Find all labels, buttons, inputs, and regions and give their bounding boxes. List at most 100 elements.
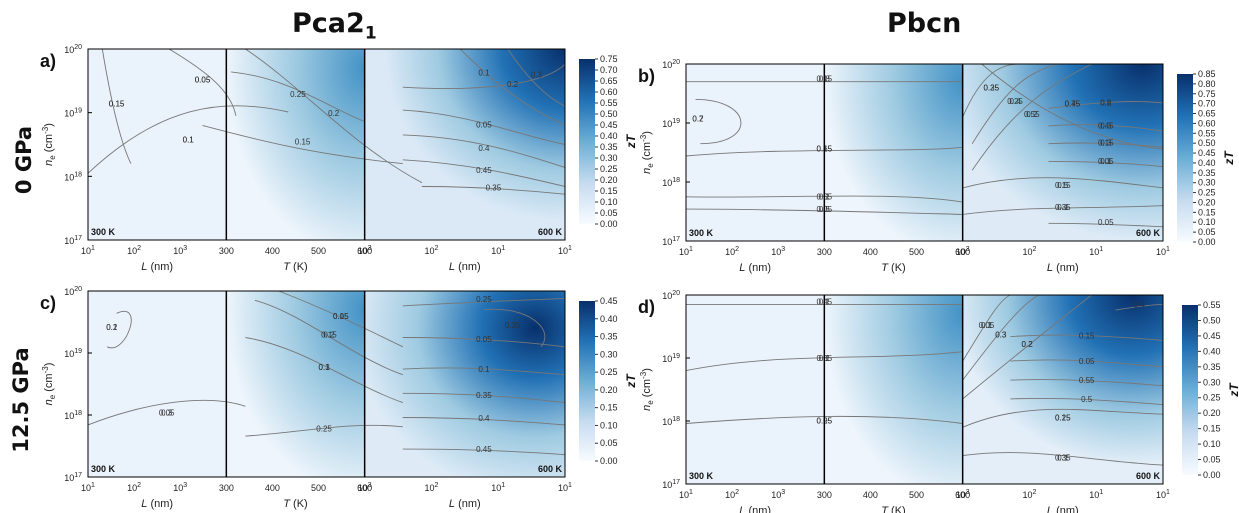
colorbar-tick-label: 0.00 bbox=[600, 219, 618, 229]
plot-frame bbox=[685, 294, 1164, 485]
contour-line bbox=[402, 159, 566, 187]
contour-label: 0.15 bbox=[1098, 138, 1114, 147]
colorbar-tick-label: 0.40 bbox=[1198, 158, 1216, 168]
contour-label: 0.25 bbox=[476, 295, 492, 304]
contour-label: 0.2 bbox=[1022, 340, 1034, 349]
contour-line bbox=[962, 205, 1164, 215]
colorbar-tick-label: 0.55 bbox=[1198, 128, 1216, 138]
contour-line bbox=[1010, 334, 1164, 341]
y-tick-label: 1020 bbox=[64, 44, 82, 55]
contour-label: 0.4 bbox=[1134, 300, 1146, 309]
colorbar-tick-label: 0.00 bbox=[1203, 470, 1221, 480]
x-tick-label: 600 bbox=[955, 247, 970, 257]
contour-label: 0.35 bbox=[486, 183, 502, 192]
panel-a: 0.150.10.050.250.150.20.10.050.40.450.35… bbox=[40, 44, 638, 273]
colorbar bbox=[1182, 305, 1198, 475]
x-tick-label: 103 bbox=[173, 245, 187, 256]
colorbar-tick-label: 0.45 bbox=[1203, 331, 1221, 341]
colorbar-tick-label: 0.60 bbox=[1198, 118, 1216, 128]
x-tick-label: 300 bbox=[817, 490, 832, 500]
colorbar-tick-label: 0.45 bbox=[600, 296, 618, 306]
contour-line bbox=[685, 351, 963, 372]
contour-label: 0.05 bbox=[159, 409, 175, 418]
plot-frame bbox=[87, 48, 566, 241]
contour-label: 0.45 bbox=[476, 445, 492, 454]
y-tick-label: 1019 bbox=[64, 108, 82, 119]
contour-label: 0.25 bbox=[1055, 414, 1071, 423]
colorbar-tick-label: 0.30 bbox=[1203, 377, 1221, 387]
contour-line bbox=[245, 337, 403, 404]
contour-label: 0.5 bbox=[1081, 395, 1093, 404]
contour-line bbox=[685, 415, 963, 424]
contour-label: 0.3 bbox=[1100, 138, 1112, 147]
contour-label: 0.05 bbox=[979, 321, 995, 330]
contour-label: 0.45 bbox=[1065, 100, 1081, 109]
contour-lines bbox=[87, 48, 566, 195]
x-tick-label: 102 bbox=[127, 245, 141, 256]
x-tick-label: 101 bbox=[1089, 246, 1103, 257]
contour-label: 0.15 bbox=[109, 99, 125, 108]
contour-line bbox=[402, 417, 566, 426]
x-tick-label: 102 bbox=[725, 246, 739, 257]
column-title-pca21-text: Pca2 bbox=[292, 8, 365, 39]
panel-label: b) bbox=[638, 66, 655, 86]
colorbar-tick-label: 0.25 bbox=[1198, 188, 1216, 198]
contour-labels: 0.150.20.150.10.050.250.40.550.50.350.45… bbox=[692, 75, 1114, 227]
x-tick-label: 101 bbox=[679, 489, 693, 500]
x-tick-label: 300 bbox=[817, 247, 832, 257]
contour-label: 0.35 bbox=[984, 84, 1000, 93]
colorbar-tick-label: 0.25 bbox=[600, 164, 618, 174]
corner-label-left: 300 K bbox=[91, 227, 116, 237]
colorbar-tick-label: 0.45 bbox=[600, 120, 618, 130]
colorbar-tick-label: 0.70 bbox=[1198, 99, 1216, 109]
contour-lines bbox=[87, 290, 566, 456]
contour-label: 0.4 bbox=[478, 144, 490, 153]
contour-label: 0.7 bbox=[692, 115, 704, 124]
panel-d: 0.10.10.050.30.20.250.350.10.150.050.550… bbox=[638, 290, 1239, 513]
contour-line bbox=[962, 294, 1011, 362]
colorbar-tick-label: 0.45 bbox=[1198, 148, 1216, 158]
x-axis-label: L (nm) bbox=[449, 498, 481, 510]
x-axis-label: L (nm) bbox=[449, 261, 481, 273]
contour-label: 0.25 bbox=[290, 90, 306, 99]
colorbar-tick-label: 0.10 bbox=[600, 420, 618, 430]
colorbar-label: zT bbox=[624, 373, 638, 389]
colorbar-tick-label: 0.05 bbox=[600, 208, 618, 218]
contour-line bbox=[202, 124, 403, 165]
colorbar-tick-label: 0.75 bbox=[600, 54, 618, 64]
colorbar-tick-label: 0.00 bbox=[600, 456, 618, 466]
contour-label: 0.45 bbox=[1098, 122, 1114, 131]
contour-label: 0.35 bbox=[1055, 453, 1071, 462]
colorbar bbox=[579, 59, 595, 224]
x-tick-label: 101 bbox=[1089, 489, 1103, 500]
y-tick-label: 1017 bbox=[662, 236, 680, 247]
contour-line bbox=[962, 294, 1092, 400]
contour-line bbox=[1048, 160, 1164, 168]
x-tick-label: 600 bbox=[357, 483, 372, 493]
x-tick-label: 103 bbox=[173, 482, 187, 493]
colorbar-label: zT bbox=[1227, 382, 1239, 398]
contour-label: 0.55 bbox=[1024, 110, 1040, 119]
contour-label: 0.15 bbox=[321, 331, 337, 340]
contour-line bbox=[402, 337, 566, 348]
corner-label-right: 600 K bbox=[538, 464, 563, 474]
contour-label: 0.55 bbox=[1079, 376, 1095, 385]
x-tick-label: 101 bbox=[491, 482, 505, 493]
contour-line bbox=[402, 392, 566, 404]
x-tick-label: 300 bbox=[219, 483, 234, 493]
plot-frame bbox=[685, 63, 1164, 242]
y-tick-label: 1019 bbox=[662, 118, 680, 129]
colorbar-tick-label: 0.70 bbox=[600, 65, 618, 75]
contour-label: 0.2 bbox=[1022, 340, 1034, 349]
y-tick-label: 1017 bbox=[662, 479, 680, 490]
colorbar-tick-label: 0.40 bbox=[600, 314, 618, 324]
contour-line bbox=[254, 299, 403, 376]
x-tick-label: 101 bbox=[1156, 246, 1170, 257]
y-tick-label: 1018 bbox=[64, 171, 82, 182]
contour-label: 0.45 bbox=[476, 166, 492, 175]
heatmap-temperature-region bbox=[824, 64, 963, 241]
contour-label: 0.1 bbox=[478, 69, 490, 78]
colorbar-tick-label: 0.50 bbox=[1203, 315, 1221, 325]
contour-label: 0.4 bbox=[1010, 97, 1022, 106]
